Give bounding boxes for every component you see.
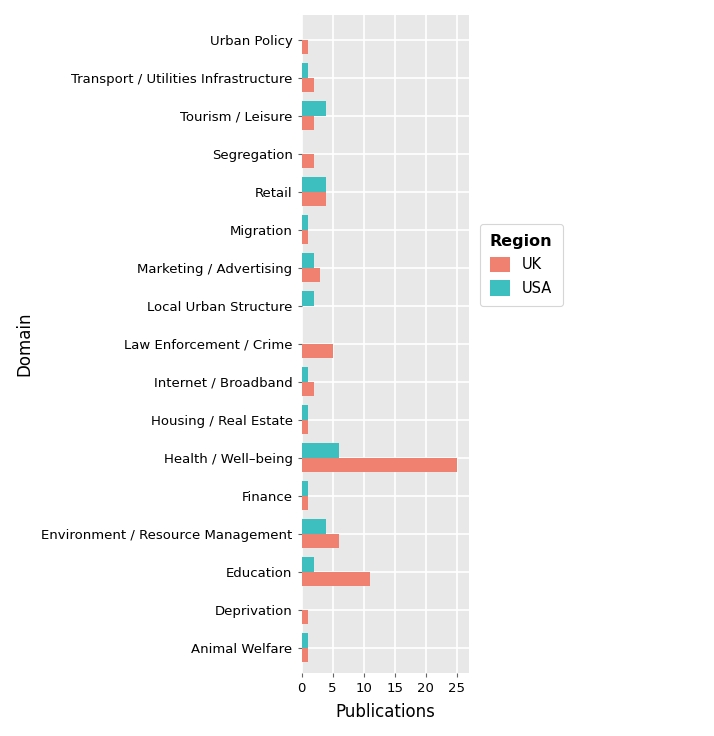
Bar (301, 610, 308, 624)
Bar (301, 648, 308, 662)
Bar (301, 420, 308, 434)
Bar (301, 406, 308, 420)
Bar (301, 443, 339, 458)
Bar (301, 177, 326, 192)
Bar (301, 572, 370, 587)
Bar (301, 40, 308, 54)
Bar (301, 634, 308, 648)
Bar (301, 291, 314, 305)
Bar (301, 557, 314, 572)
X-axis label: Publications: Publications (336, 703, 436, 721)
Y-axis label: Domain: Domain (15, 311, 33, 376)
Bar (301, 230, 308, 244)
Bar (301, 520, 326, 534)
Bar (301, 192, 326, 206)
Bar (301, 116, 314, 130)
Bar (301, 496, 308, 510)
Bar (301, 367, 308, 382)
Bar (301, 63, 308, 78)
Bar (301, 102, 326, 116)
Bar (301, 216, 308, 230)
Bar (301, 382, 314, 396)
Bar (301, 253, 314, 268)
Bar (301, 458, 457, 473)
Bar (301, 344, 333, 358)
Bar (301, 481, 308, 496)
Bar (301, 78, 314, 92)
Bar (301, 534, 339, 548)
Bar (301, 154, 314, 169)
Bar (301, 268, 320, 282)
Legend: UK, USA: UK, USA (480, 224, 563, 305)
